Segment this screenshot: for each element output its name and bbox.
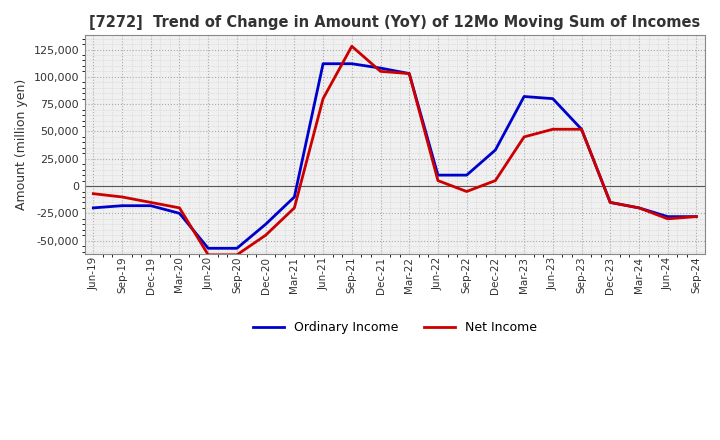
Ordinary Income (606, 200, 615, 205)
Net Income (634, 205, 643, 210)
Net Income (462, 189, 471, 194)
Title: [7272]  Trend of Change in Amount (YoY) of 12Mo Moving Sum of Incomes: [7272] Trend of Change in Amount (YoY) o… (89, 15, 701, 30)
Ordinary Income (663, 214, 672, 219)
Net Income (491, 178, 500, 183)
Net Income (692, 214, 701, 219)
Ordinary Income (348, 61, 356, 66)
Ordinary Income (634, 205, 643, 210)
Ordinary Income (233, 246, 241, 251)
Net Income (290, 205, 299, 210)
Net Income (405, 71, 413, 76)
Net Income (577, 127, 586, 132)
Ordinary Income (118, 203, 127, 209)
Ordinary Income (376, 66, 384, 71)
Net Income (261, 233, 270, 238)
Net Income (175, 205, 184, 210)
Net Income (376, 69, 384, 74)
Ordinary Income (577, 127, 586, 132)
Ordinary Income (319, 61, 328, 66)
Net Income (549, 127, 557, 132)
Net Income (319, 96, 328, 101)
Net Income (520, 134, 528, 139)
Ordinary Income (261, 222, 270, 227)
Ordinary Income (175, 211, 184, 216)
Ordinary Income (405, 71, 413, 76)
Net Income (663, 216, 672, 221)
Net Income (606, 200, 615, 205)
Ordinary Income (146, 203, 155, 209)
Net Income (348, 44, 356, 49)
Legend: Ordinary Income, Net Income: Ordinary Income, Net Income (248, 316, 542, 339)
Y-axis label: Amount (million yen): Amount (million yen) (15, 79, 28, 210)
Line: Net Income: Net Income (94, 46, 696, 255)
Ordinary Income (290, 194, 299, 200)
Ordinary Income (204, 246, 212, 251)
Net Income (89, 191, 98, 196)
Net Income (118, 194, 127, 200)
Net Income (204, 252, 212, 257)
Ordinary Income (692, 214, 701, 219)
Line: Ordinary Income: Ordinary Income (94, 64, 696, 248)
Ordinary Income (462, 172, 471, 178)
Ordinary Income (433, 172, 442, 178)
Ordinary Income (520, 94, 528, 99)
Ordinary Income (549, 96, 557, 101)
Net Income (146, 200, 155, 205)
Ordinary Income (491, 147, 500, 153)
Net Income (233, 252, 241, 257)
Ordinary Income (89, 205, 98, 210)
Net Income (433, 178, 442, 183)
